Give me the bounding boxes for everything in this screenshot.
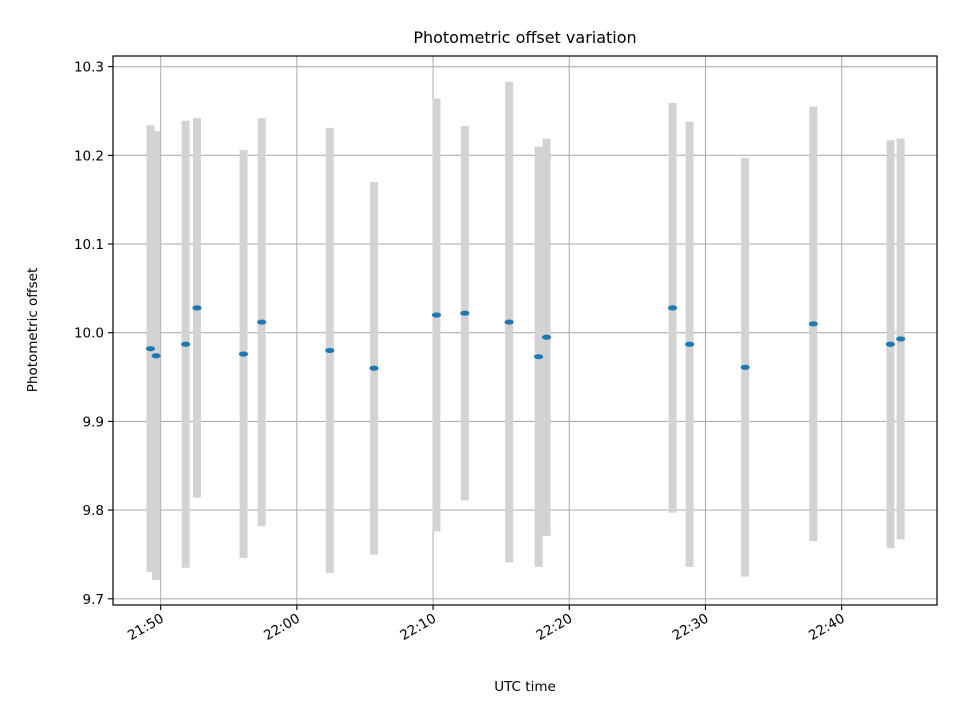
data-point xyxy=(504,319,514,325)
data-point xyxy=(667,305,678,311)
y-tick-label: 10.3 xyxy=(74,60,104,76)
data-point xyxy=(431,312,442,318)
data-point xyxy=(192,305,202,311)
data-point xyxy=(181,341,191,347)
data-point xyxy=(534,354,544,360)
data-point xyxy=(684,341,695,347)
data-point xyxy=(541,334,552,340)
y-tick-label: 10.2 xyxy=(74,148,104,164)
y-tick-label: 10.1 xyxy=(74,237,104,253)
y-tick-label: 9.8 xyxy=(83,503,104,519)
y-tick-label: 9.7 xyxy=(83,592,104,608)
data-point xyxy=(808,321,818,327)
data-point xyxy=(238,351,249,357)
chart-title: Photometric offset variation xyxy=(413,28,636,47)
x-axis-label: UTC time xyxy=(494,679,556,695)
y-tick-label: 10.0 xyxy=(74,326,104,342)
y-tick-label: 9.9 xyxy=(83,414,104,430)
y-axis-label: Photometric offset xyxy=(25,268,41,392)
data-point xyxy=(257,319,267,325)
data-point xyxy=(896,336,906,342)
data-point xyxy=(325,347,335,354)
plot-area-frame xyxy=(112,55,938,606)
data-point xyxy=(145,346,156,352)
data-point xyxy=(151,353,161,359)
data-point xyxy=(885,341,896,347)
data-point xyxy=(740,364,750,370)
data-points xyxy=(145,305,906,371)
data-point xyxy=(369,365,379,371)
data-point xyxy=(460,310,470,316)
